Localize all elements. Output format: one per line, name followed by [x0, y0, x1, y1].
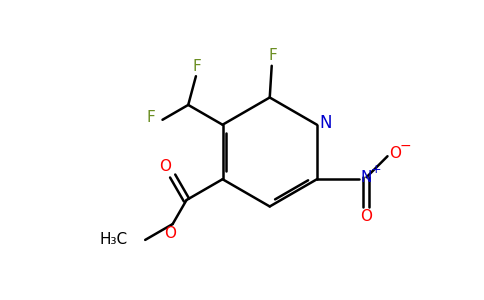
- Text: O: O: [361, 209, 373, 224]
- Text: F: F: [268, 48, 277, 63]
- Text: N: N: [361, 170, 372, 185]
- Text: O: O: [164, 226, 176, 242]
- Text: O: O: [390, 146, 401, 161]
- Text: H₃C: H₃C: [99, 232, 127, 247]
- Text: N: N: [319, 114, 332, 132]
- Text: F: F: [146, 110, 155, 125]
- Text: −: −: [399, 139, 411, 153]
- Text: +: +: [371, 163, 382, 176]
- Text: O: O: [159, 159, 171, 174]
- Text: F: F: [193, 59, 201, 74]
